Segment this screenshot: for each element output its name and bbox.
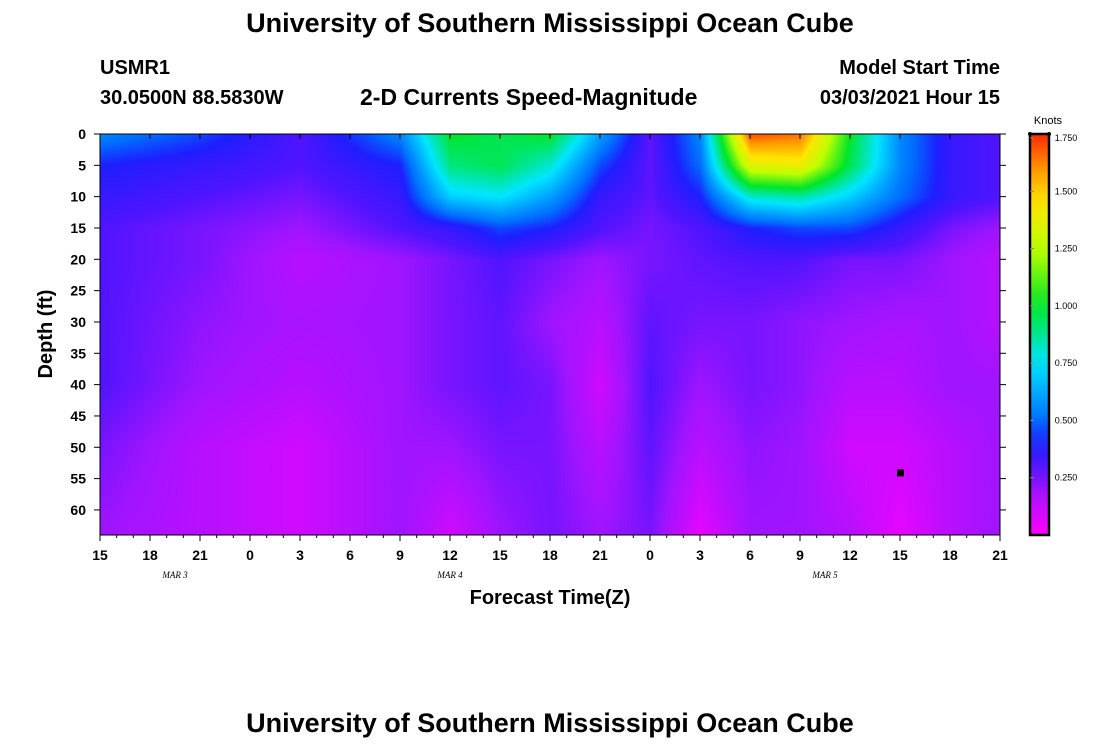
colorbar-unit: Knots <box>1034 115 1063 127</box>
x-tick-label: 6 <box>746 547 754 563</box>
x-tick-label: 15 <box>492 547 508 563</box>
chart-title: University of Southern Mississippi Ocean… <box>246 8 854 38</box>
y-tick-label: 50 <box>70 439 86 455</box>
colorbar-bar <box>1028 132 1051 537</box>
axes: 15 18 21 0 3 6 9 12 15 18 21 0 3 6 9 12 15 18 21 MAR 3 MAR 4… <box>35 126 1008 609</box>
y-tick-label: 35 <box>70 345 86 361</box>
colorbar-tick-label: 1.250 <box>1055 244 1078 254</box>
y-tick-label: 10 <box>70 189 86 205</box>
x-tick-label: 9 <box>796 547 804 563</box>
x-tick-label: 15 <box>92 547 108 563</box>
colorbar-tick-label: 1.750 <box>1055 133 1078 143</box>
date-label: MAR 4 <box>436 570 463 580</box>
y-axis-title: Depth (ft) <box>35 290 57 379</box>
x-tick-label: 3 <box>296 547 304 563</box>
colorbar-tick-label: 0.250 <box>1055 473 1078 483</box>
model-start-value: 03/03/2021 Hour 15 <box>819 87 1000 109</box>
y-tick-label: 45 <box>70 408 86 424</box>
y-tick-label: 55 <box>70 471 86 487</box>
colorbar-tick-label: 1.000 <box>1055 301 1078 311</box>
plot-title: 2-D Currents Speed-Magnitude <box>360 84 698 110</box>
heatmap-field <box>100 134 1000 535</box>
x-tick-label: 0 <box>646 547 654 563</box>
station-marker <box>897 469 904 477</box>
station-coordinates: 30.0500N 88.5830W <box>100 87 284 109</box>
colorbar-tick-label: 1.500 <box>1055 186 1078 196</box>
x-tick-label: 0 <box>246 547 254 563</box>
colorbar-cap <box>1028 132 1032 136</box>
x-tick-label: 3 <box>696 547 704 563</box>
y-tick-label: 60 <box>70 502 86 518</box>
y-tick-label: 30 <box>70 314 86 330</box>
colorbar-tick-label: 0.750 <box>1055 358 1078 368</box>
x-tick-label: 18 <box>942 547 958 563</box>
date-label: MAR 5 <box>811 570 838 580</box>
x-tick-label: 18 <box>542 547 558 563</box>
colorbar-cap <box>1047 132 1051 136</box>
y-tick-label: 0 <box>78 126 86 142</box>
footer-title: University of Southern Mississippi Ocean… <box>246 708 854 738</box>
x-tick-label: 9 <box>396 547 404 563</box>
y-tick-label: 20 <box>70 251 86 267</box>
x-tick-label: 12 <box>442 547 458 563</box>
y-tick-label: 5 <box>78 157 86 173</box>
station-id: USMR1 <box>100 57 171 79</box>
x-tick-label: 21 <box>992 547 1008 563</box>
x-tick-label: 18 <box>142 547 158 563</box>
x-tick-label: 6 <box>346 547 354 563</box>
colorbar: Knots 1.750 1.500 1.250 1.000 0.750 0.500 0.250 <box>1028 115 1078 537</box>
y-tick-label: 40 <box>70 377 86 393</box>
date-label: MAR 3 <box>161 570 188 580</box>
y-tick-label: 25 <box>70 283 86 299</box>
colorbar-tick-label: 0.500 <box>1055 415 1078 425</box>
model-start-label: Model Start Time <box>839 57 1000 79</box>
x-tick-label: 12 <box>842 547 858 563</box>
x-tick-label: 15 <box>892 547 908 563</box>
x-axis-title: Forecast Time(Z) <box>470 587 631 609</box>
x-tick-label: 21 <box>592 547 608 563</box>
y-tick-label: 15 <box>70 220 86 236</box>
x-tick-label: 21 <box>192 547 208 563</box>
